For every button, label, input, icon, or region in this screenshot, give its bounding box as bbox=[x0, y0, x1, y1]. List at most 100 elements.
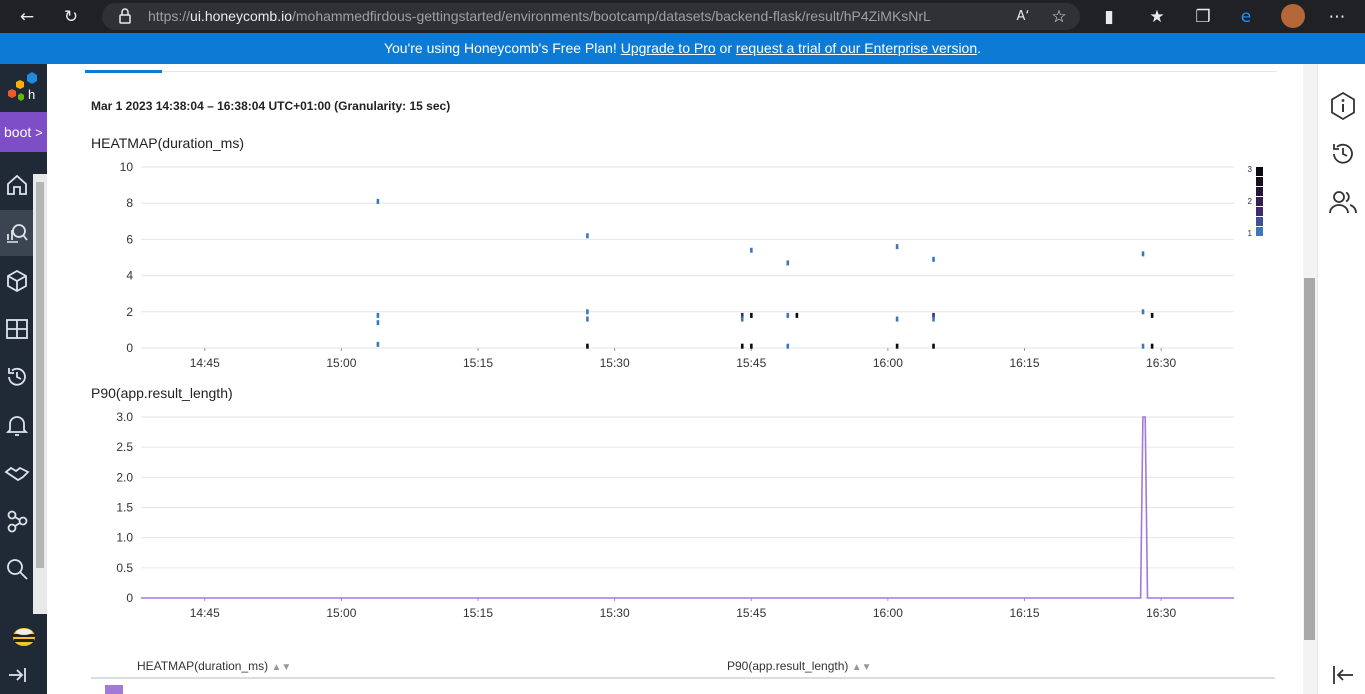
heatmap-cell bbox=[1142, 344, 1145, 349]
heatmap-legend-swatch bbox=[1256, 197, 1263, 206]
collections-icon[interactable]: ❐ bbox=[1192, 6, 1214, 28]
slo-icon[interactable] bbox=[4, 460, 30, 486]
table-header-heatmap[interactable]: HEATMAP(duration_ms) ▲▼ bbox=[137, 659, 291, 673]
heatmap-x-tick: 16:30 bbox=[1146, 356, 1176, 370]
left-nav: h boot > bbox=[0, 64, 47, 694]
nav-scrollbar-thumb[interactable] bbox=[36, 182, 44, 568]
heatmap-cell bbox=[896, 244, 899, 249]
heatmap-cell bbox=[750, 313, 753, 318]
heatmap-cell bbox=[750, 344, 753, 349]
table-header-heatmap-label: HEATMAP(duration_ms) bbox=[137, 659, 268, 673]
bee-avatar-icon[interactable] bbox=[9, 622, 39, 652]
heatmap-cell bbox=[796, 313, 799, 318]
banner-text: You're using Honeycomb's Free Plan! bbox=[384, 40, 621, 56]
heatmap-y-tick: 6 bbox=[126, 232, 133, 246]
chevron-right-icon: > bbox=[35, 125, 43, 140]
heatmap-cell bbox=[741, 317, 744, 322]
service-map-icon[interactable] bbox=[4, 508, 30, 534]
p90-y-tick: 3.0 bbox=[116, 410, 133, 424]
home-icon[interactable] bbox=[4, 172, 30, 198]
heatmap-cell bbox=[896, 317, 899, 322]
read-aloud-icon[interactable]: A‘ bbox=[1012, 6, 1034, 28]
heatmap-legend-swatch bbox=[1256, 167, 1263, 176]
p90-x-tick: 15:45 bbox=[736, 606, 766, 620]
query-history-icon[interactable] bbox=[1328, 139, 1358, 169]
table-header-p90[interactable]: P90(app.result_length) ▲▼ bbox=[727, 659, 872, 673]
sort-icon[interactable]: ▲▼ bbox=[272, 662, 292, 673]
datasets-icon[interactable] bbox=[4, 268, 30, 294]
page-scrollbar-thumb[interactable] bbox=[1304, 278, 1315, 640]
history-icon[interactable] bbox=[4, 364, 30, 390]
heatmap-x-tick: 15:15 bbox=[463, 356, 493, 370]
query-results-panel: Mar 1 2023 14:38:04 – 16:38:04 UTC+01:00… bbox=[47, 64, 1303, 694]
heatmap-legend-swatch bbox=[1256, 187, 1263, 196]
back-icon[interactable]: ← bbox=[16, 6, 38, 28]
heatmap-cell bbox=[786, 313, 789, 318]
series-swatch bbox=[105, 685, 123, 694]
more-icon[interactable]: ⋯ bbox=[1326, 6, 1348, 28]
p90-x-tick: 14:45 bbox=[190, 606, 220, 620]
extensions-icon[interactable]: ▮ bbox=[1098, 6, 1120, 28]
search-icon[interactable] bbox=[4, 556, 30, 582]
enterprise-trial-link[interactable]: request a trial of our Enterprise versio… bbox=[736, 40, 977, 56]
heatmap-cell bbox=[586, 344, 589, 349]
heatmap-cell bbox=[1151, 344, 1154, 349]
free-plan-banner: You're using Honeycomb's Free Plan! Upgr… bbox=[0, 33, 1365, 64]
heatmap-legend-tick: 3 bbox=[1248, 165, 1253, 174]
right-rail bbox=[1317, 64, 1365, 694]
heatmap-legend-swatch bbox=[1256, 227, 1263, 236]
heatmap-cell bbox=[586, 309, 589, 314]
banner-text-middle: or bbox=[716, 40, 736, 56]
heatmap-cell bbox=[586, 317, 589, 322]
p90-x-tick: 16:00 bbox=[873, 606, 903, 620]
upgrade-link[interactable]: Upgrade to Pro bbox=[621, 40, 716, 56]
p90-y-tick: 1.5 bbox=[116, 501, 133, 515]
sort-icon[interactable]: ▲▼ bbox=[852, 662, 872, 673]
heatmap-x-tick: 16:15 bbox=[1009, 356, 1039, 370]
p90-y-tick: 1.0 bbox=[116, 531, 133, 545]
team-icon[interactable] bbox=[1328, 187, 1358, 217]
heatmap-cell bbox=[932, 257, 935, 262]
heatmap-cell bbox=[896, 344, 899, 349]
heatmap-x-tick: 16:00 bbox=[873, 356, 903, 370]
lock-icon bbox=[118, 8, 132, 24]
heatmap-legend-tick: 1 bbox=[1248, 229, 1253, 238]
p90-x-tick: 15:00 bbox=[326, 606, 356, 620]
heatmap-cell bbox=[1151, 313, 1154, 318]
heatmap-cell bbox=[1142, 309, 1145, 314]
p90-y-tick: 2.0 bbox=[116, 470, 133, 484]
favorite-add-icon[interactable]: ☆ bbox=[1048, 6, 1070, 28]
heatmap-legend-swatch bbox=[1256, 217, 1263, 226]
environment-switcher[interactable]: boot > bbox=[0, 112, 47, 152]
heatmap-cell bbox=[750, 248, 753, 253]
heatmap-legend-swatch bbox=[1256, 177, 1263, 186]
browser-toolbar: ← ↻ https://ui.honeycomb.io/mohammedfird… bbox=[0, 0, 1365, 33]
url-path: /mohammedfirdous-gettingstarted/environm… bbox=[292, 8, 931, 24]
info-icon[interactable] bbox=[1328, 91, 1358, 121]
heatmap-cell bbox=[786, 344, 789, 349]
collapse-nav-icon[interactable] bbox=[6, 664, 28, 686]
heatmap-cell bbox=[1142, 251, 1145, 256]
query-icon[interactable] bbox=[4, 220, 30, 246]
heatmap-chart[interactable]: 0 2 4 6 8 10 14:45 15:00 15:15 15:30 15:45 16:00 16:… bbox=[47, 64, 1303, 384]
heatmap-x-tick: 15:45 bbox=[736, 356, 766, 370]
triggers-icon[interactable] bbox=[4, 412, 30, 438]
heatmap-y-tick: 2 bbox=[126, 305, 133, 319]
favorites-icon[interactable]: ★ bbox=[1146, 6, 1168, 28]
heatmap-cell bbox=[786, 260, 789, 265]
heatmap-y-tick: 8 bbox=[126, 196, 133, 210]
p90-title: P90(app.result_length) bbox=[91, 385, 233, 401]
p90-x-tick: 16:15 bbox=[1009, 606, 1039, 620]
boards-icon[interactable] bbox=[4, 316, 30, 342]
url-text[interactable]: https://ui.honeycomb.io/mohammedfirdous-… bbox=[148, 8, 931, 24]
collapse-rail-icon[interactable] bbox=[1328, 660, 1358, 690]
edge-icon[interactable]: e bbox=[1235, 6, 1257, 28]
p90-x-tick: 16:30 bbox=[1146, 606, 1176, 620]
heatmap-cell bbox=[377, 313, 380, 318]
profile-avatar[interactable] bbox=[1281, 4, 1305, 28]
heatmap-legend-swatch bbox=[1256, 207, 1263, 216]
honeycomb-logo-icon[interactable]: h bbox=[0, 64, 47, 112]
reload-icon[interactable]: ↻ bbox=[60, 6, 82, 28]
banner-text-end: . bbox=[977, 40, 981, 56]
url-prefix: https:// bbox=[148, 8, 190, 24]
